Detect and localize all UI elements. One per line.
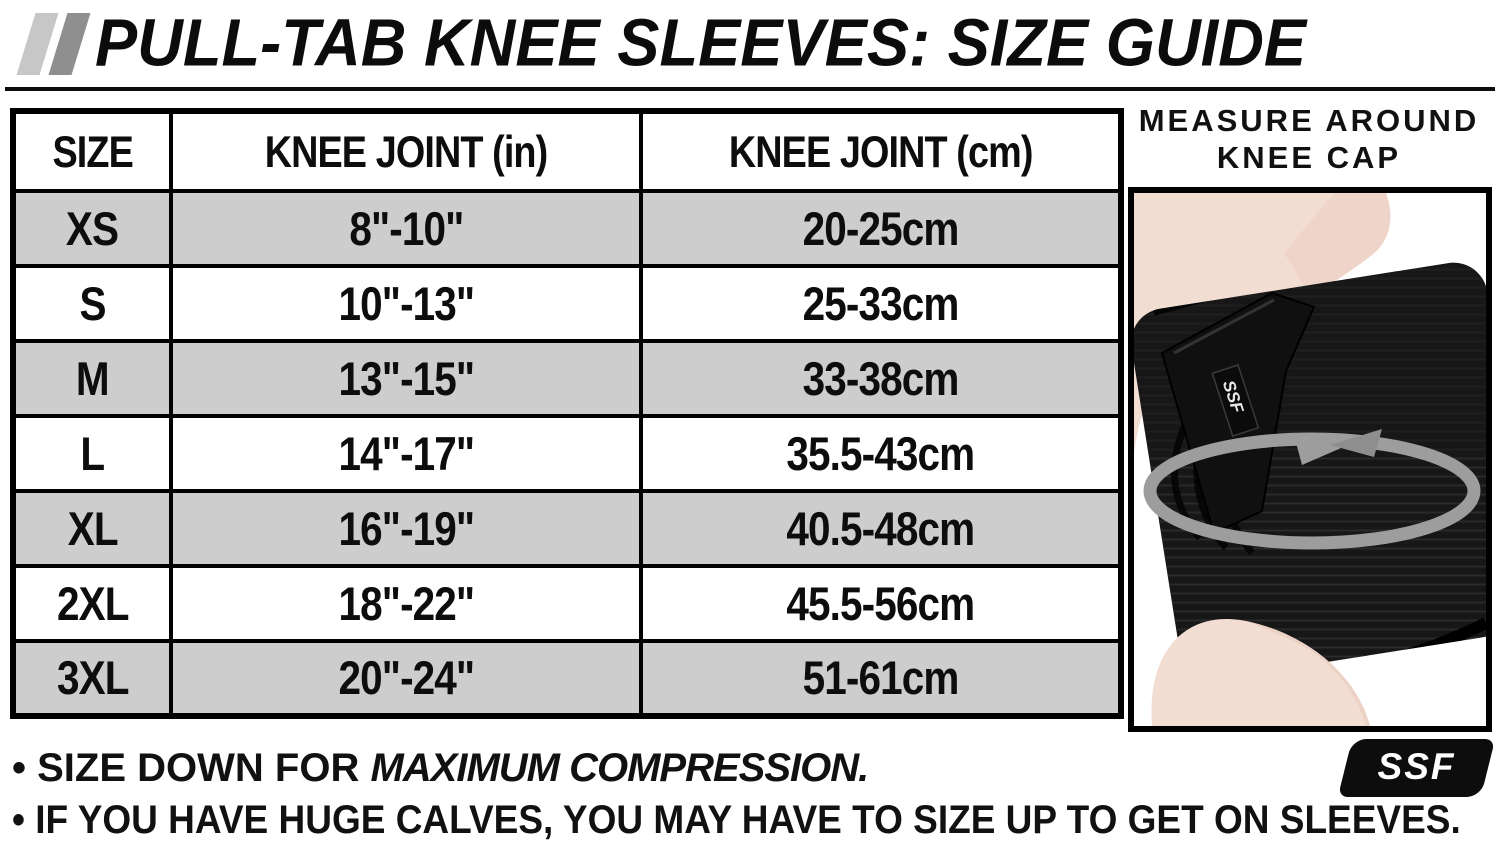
title-row: PULL-TAB KNEE SLEEVES: SIZE GUIDE	[16, 8, 1494, 80]
cell-size: S	[11, 264, 173, 343]
table-row: XL 16"-19" 40.5-48cm	[11, 489, 1123, 568]
cell-size: XL	[11, 489, 173, 568]
cell-inches: 16"-19"	[169, 489, 643, 568]
table-row: 3XL 20"-24" 51-61cm	[11, 639, 1123, 718]
cell-inches: 10"-13"	[169, 264, 643, 343]
table-row: S 10"-13" 25-33cm	[11, 264, 1123, 343]
size-table: SIZE KNEE JOINT (in) KNEE JOINT (cm) XS …	[10, 108, 1124, 719]
table-row: 2XL 18"-22" 45.5-56cm	[11, 564, 1123, 643]
cell-size: 2XL	[11, 564, 173, 643]
cell-inches: 8"-10"	[169, 189, 643, 268]
note-text: • SIZE DOWN FOR	[12, 746, 371, 790]
title-divider	[5, 87, 1495, 91]
cell-cm: 51-61cm	[639, 639, 1123, 718]
ssf-logo-text: SSF	[1377, 745, 1456, 787]
page-title: PULL-TAB KNEE SLEEVES: SIZE GUIDE	[95, 8, 1307, 80]
header-size: SIZE	[11, 109, 173, 193]
cell-cm: 45.5-56cm	[639, 564, 1123, 643]
cell-cm: 20-25cm	[639, 189, 1123, 268]
cell-inches: 18"-22"	[169, 564, 643, 643]
cell-size: 3XL	[11, 639, 173, 718]
knee-sleeve-photo: SSF	[1128, 187, 1492, 732]
cell-cm: 40.5-48cm	[639, 489, 1123, 568]
table-row: M 13"-15" 33-38cm	[11, 339, 1123, 418]
note-size-down: • SIZE DOWN FOR MAXIMUM COMPRESSION.	[12, 746, 869, 790]
cell-cm: 35.5-43cm	[639, 414, 1123, 493]
note-huge-calves: • IF YOU HAVE HUGE CALVES, YOU MAY HAVE …	[12, 799, 1461, 841]
knee-sleeve-illustration: SSF	[1134, 193, 1486, 726]
table-header-row: SIZE KNEE JOINT (in) KNEE JOINT (cm)	[11, 109, 1123, 193]
table-row: XS 8"-10" 20-25cm	[11, 189, 1123, 268]
note-emphasis: MAXIMUM COMPRESSION.	[370, 746, 869, 790]
measure-arrow-icon	[1143, 429, 1481, 550]
table-row: L 14"-17" 35.5-43cm	[11, 414, 1123, 493]
cell-inches: 14"-17"	[169, 414, 643, 493]
cell-inches: 20"-24"	[169, 639, 643, 718]
strap-highlight	[1173, 298, 1275, 355]
header-knee-joint-in: KNEE JOINT (in)	[169, 109, 643, 193]
header-knee-joint-cm: KNEE JOINT (cm)	[639, 109, 1123, 193]
cell-size: XS	[11, 189, 173, 268]
cell-inches: 13"-15"	[169, 339, 643, 418]
measure-instruction: MEASURE AROUND KNEE CAP	[1138, 103, 1480, 175]
cell-cm: 33-38cm	[639, 339, 1123, 418]
ssf-logo: SSF	[1337, 739, 1496, 797]
cell-size: M	[11, 339, 173, 418]
strap-tag: SSF	[1211, 364, 1260, 438]
cell-size: L	[11, 414, 173, 493]
calf-skin	[1151, 618, 1370, 726]
thigh-shade	[1284, 193, 1391, 295]
cell-cm: 25-33cm	[639, 264, 1123, 343]
note-text: • IF YOU HAVE HUGE CALVES, YOU MAY HAVE …	[12, 798, 1461, 842]
